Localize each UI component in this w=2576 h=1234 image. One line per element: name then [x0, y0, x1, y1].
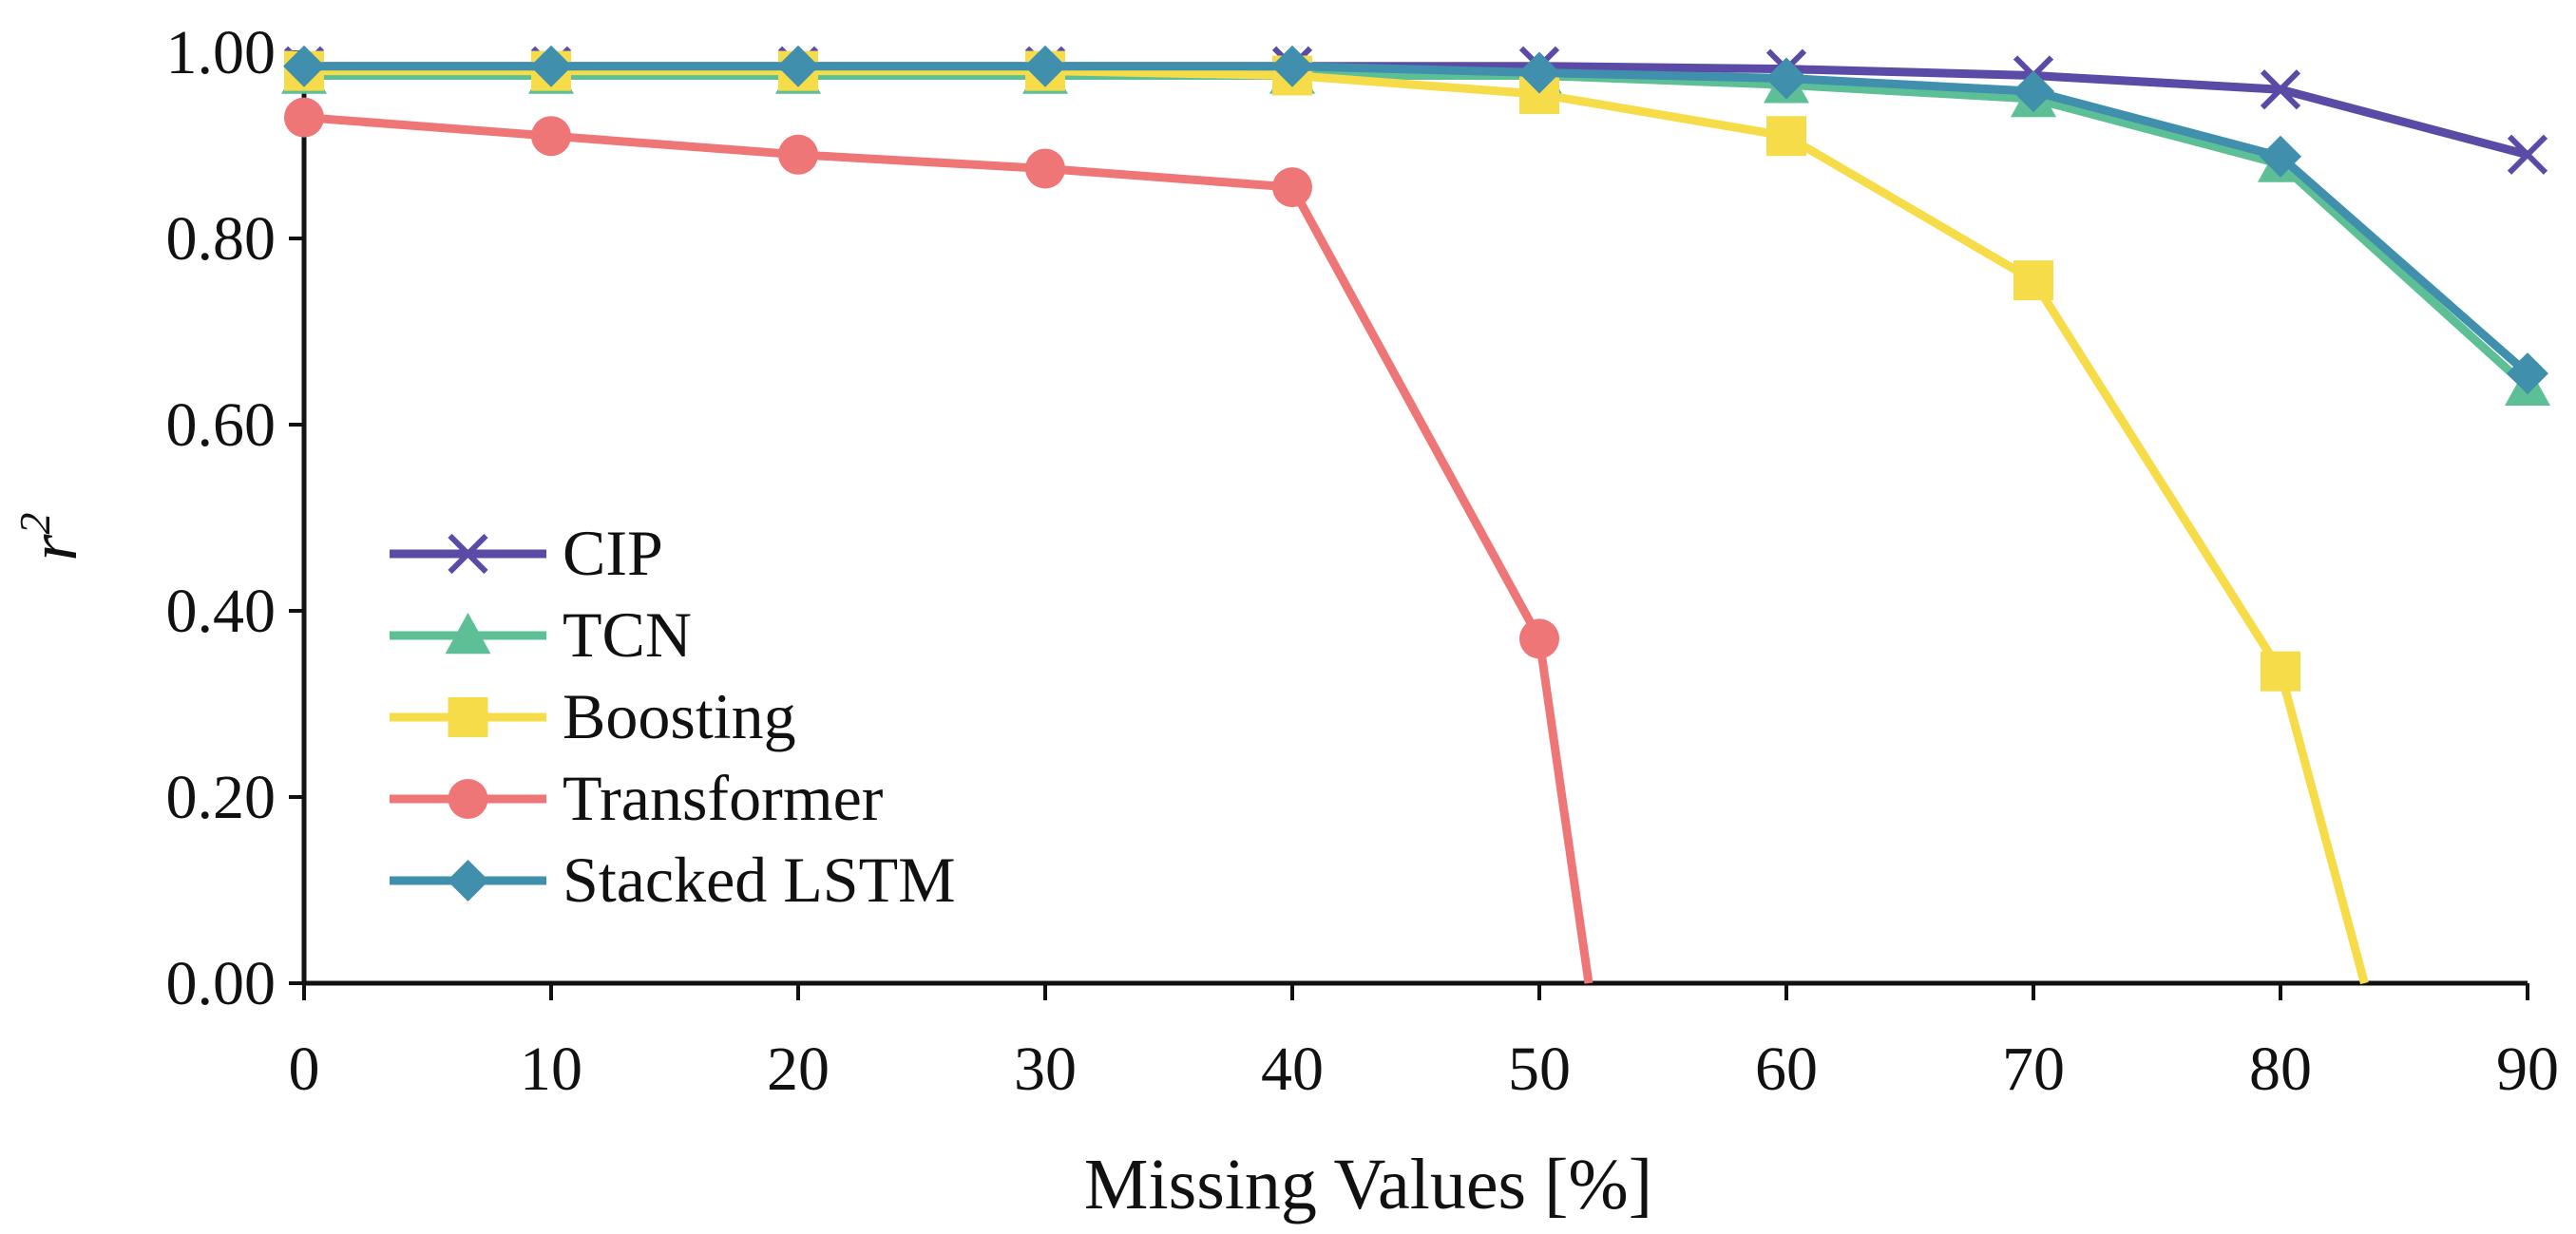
x-tick-label: 70 [2002, 1035, 2065, 1104]
x-tick-label: 10 [520, 1035, 582, 1104]
data-point [778, 134, 818, 175]
y-tick-label: 0.40 [166, 577, 277, 646]
data-point [2260, 69, 2301, 110]
x-ticks: 0 10 20 30 40 50 60 70 80 90 [289, 983, 2559, 1104]
data-point [2260, 135, 2301, 178]
legend-marker [448, 779, 488, 819]
data-point [1518, 51, 1560, 94]
legend: CIP TCN Boosting Transformer Stacked LSTM [390, 517, 956, 916]
data-point [283, 45, 325, 87]
data-point [1025, 148, 1065, 189]
legend-label: Stacked LSTM [563, 844, 956, 916]
data-point [1766, 116, 1806, 157]
y-tick-label: 0.60 [166, 390, 277, 460]
y-ticks: 0.00 0.20 0.40 0.60 0.80 1.00 [166, 18, 304, 1018]
data-point [777, 45, 819, 87]
y-tick-label: 0.20 [166, 763, 277, 832]
x-tick-label: 40 [1261, 1035, 1324, 1104]
x-tick-label: 80 [2249, 1035, 2312, 1104]
series-tcn [281, 52, 2550, 406]
data-point [1271, 45, 1313, 87]
data-point [2507, 134, 2548, 175]
y-tick-label: 0.80 [166, 204, 277, 274]
legend-marker [448, 533, 488, 575]
legend-marker [447, 860, 489, 902]
legend-item: Boosting [390, 680, 796, 752]
y-axis-title-superscript: 2 [10, 512, 59, 534]
series-line [304, 66, 2369, 985]
legend-item: TCN [390, 598, 692, 671]
data-point [2013, 260, 2053, 301]
series-transformer [284, 97, 1593, 984]
x-tick-label: 30 [1014, 1035, 1077, 1104]
series-stacked-lstm [283, 45, 2548, 395]
legend-item: CIP [390, 517, 663, 589]
legend-item: Transformer [390, 762, 884, 834]
legend-item: Stacked LSTM [390, 844, 956, 916]
data-point [284, 97, 324, 138]
y-axis-title: r2 [10, 512, 91, 560]
legend-marker [448, 697, 488, 737]
x-tick-label: 50 [1508, 1035, 1571, 1104]
series-line [304, 62, 2530, 377]
data-point [2507, 352, 2548, 395]
y-tick-label: 0.00 [166, 949, 277, 1018]
x-tick-label: 20 [767, 1035, 830, 1104]
axes [301, 52, 2528, 986]
legend-marker [445, 613, 491, 655]
data-point [2013, 70, 2054, 113]
legend-label: Boosting [563, 680, 796, 752]
legend-label: TCN [563, 598, 692, 671]
data-point [530, 45, 572, 87]
data-point [1272, 167, 1312, 208]
x-axis-title: Missing Values [%] [1084, 1145, 1652, 1225]
data-point [1519, 618, 1559, 659]
legend-label: CIP [563, 517, 663, 589]
legend-label: Transformer [563, 762, 884, 834]
data-point [531, 116, 571, 157]
x-tick-label: 90 [2496, 1035, 2559, 1104]
data-point [1024, 45, 1066, 87]
data-point [1765, 57, 1807, 100]
x-tick-label: 0 [289, 1035, 320, 1104]
y-axis-title-base: r [15, 534, 91, 561]
x-tick-label: 60 [1755, 1035, 1818, 1104]
series-line [304, 71, 2531, 391]
series-group [281, 45, 2550, 985]
y-tick-label: 1.00 [166, 18, 277, 87]
data-point [2261, 651, 2300, 692]
